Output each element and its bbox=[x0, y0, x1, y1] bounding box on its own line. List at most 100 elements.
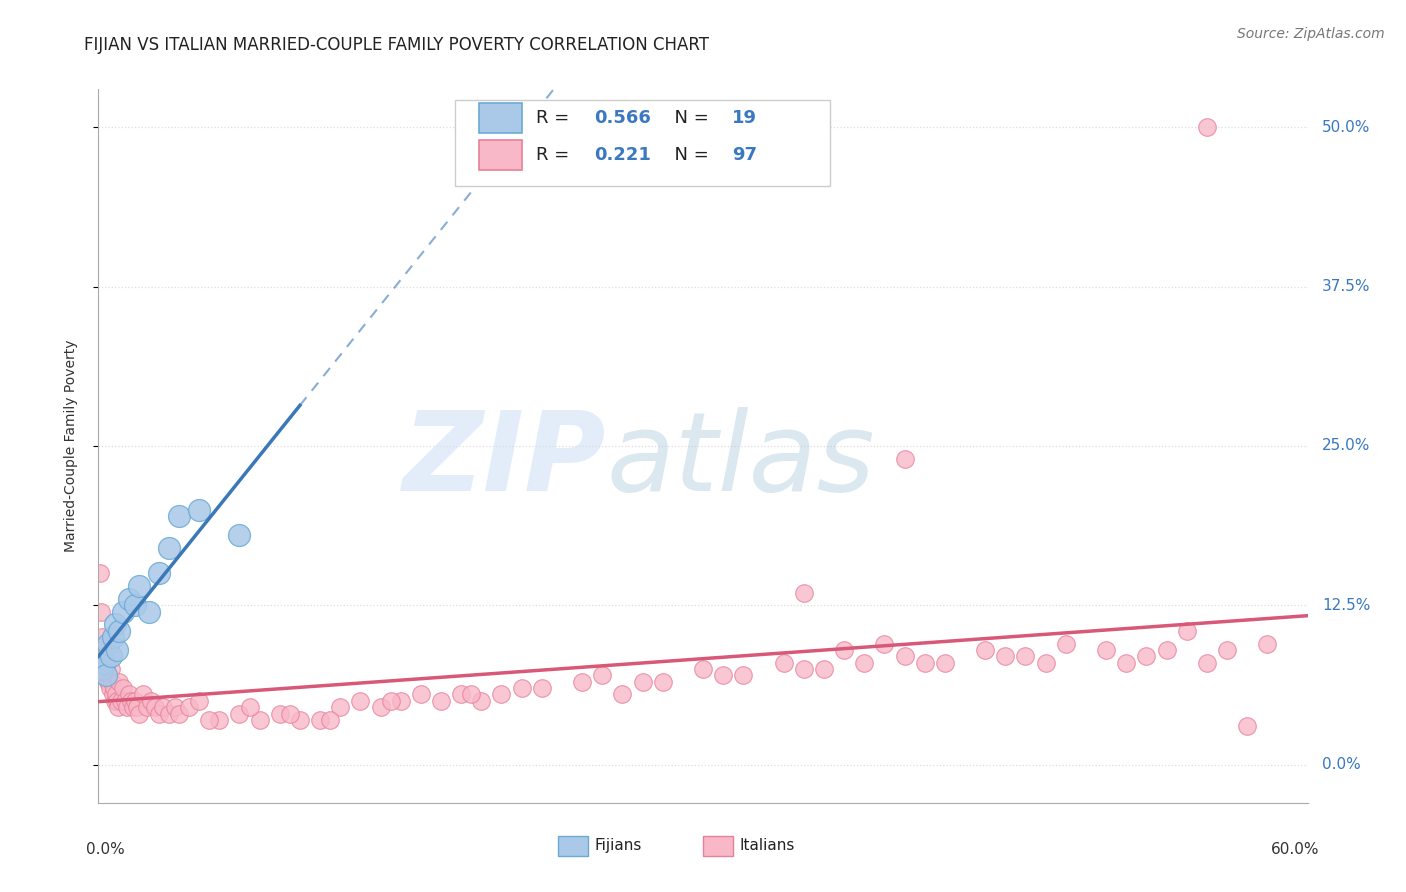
Point bbox=[370, 700, 392, 714]
Point bbox=[139, 694, 162, 708]
Text: 12.5%: 12.5% bbox=[1322, 598, 1371, 613]
Text: Italians: Italians bbox=[740, 838, 794, 853]
Point bbox=[269, 706, 291, 721]
Point bbox=[152, 700, 174, 714]
Point bbox=[208, 713, 231, 727]
Text: R =: R = bbox=[536, 146, 575, 164]
Text: 0.221: 0.221 bbox=[595, 146, 651, 164]
Point bbox=[470, 694, 492, 708]
Point bbox=[124, 694, 146, 708]
Point bbox=[103, 681, 125, 695]
Text: 50.0%: 50.0% bbox=[1322, 120, 1371, 135]
Text: 19: 19 bbox=[733, 110, 756, 128]
Point bbox=[1175, 624, 1198, 638]
Point bbox=[1095, 643, 1118, 657]
Point bbox=[832, 643, 855, 657]
Point bbox=[179, 700, 201, 714]
Point bbox=[651, 674, 673, 689]
Point bbox=[1035, 656, 1057, 670]
Point bbox=[100, 649, 122, 664]
Point bbox=[893, 451, 915, 466]
Text: 25.0%: 25.0% bbox=[1322, 439, 1371, 453]
Point bbox=[380, 694, 402, 708]
Text: ZIP: ZIP bbox=[402, 407, 606, 514]
Point bbox=[91, 630, 114, 644]
Point bbox=[163, 700, 186, 714]
Point bbox=[93, 656, 115, 670]
Point bbox=[188, 694, 211, 708]
Text: 0.0%: 0.0% bbox=[86, 842, 125, 857]
Point bbox=[107, 700, 129, 714]
Point bbox=[1135, 649, 1157, 664]
Point bbox=[309, 713, 332, 727]
Point bbox=[96, 668, 118, 682]
Point bbox=[793, 585, 815, 599]
Text: N =: N = bbox=[664, 146, 714, 164]
Point bbox=[1256, 636, 1278, 650]
Point bbox=[692, 662, 714, 676]
Point bbox=[93, 649, 115, 664]
Point bbox=[873, 636, 896, 650]
Point bbox=[491, 688, 513, 702]
Point bbox=[1195, 656, 1218, 670]
Bar bbox=[558, 837, 588, 856]
Point bbox=[813, 662, 835, 676]
Point bbox=[188, 502, 211, 516]
Point bbox=[107, 674, 129, 689]
Point bbox=[96, 662, 118, 676]
Point bbox=[1054, 636, 1077, 650]
Point bbox=[934, 656, 956, 670]
Point bbox=[148, 566, 170, 581]
Point bbox=[118, 688, 141, 702]
Point bbox=[793, 662, 815, 676]
Point bbox=[135, 700, 157, 714]
Point bbox=[105, 694, 128, 708]
Point bbox=[1156, 643, 1178, 657]
Point bbox=[100, 662, 122, 676]
Point bbox=[1236, 719, 1258, 733]
Bar bbox=[703, 837, 734, 856]
Point bbox=[853, 656, 876, 670]
Point bbox=[121, 700, 143, 714]
Text: N =: N = bbox=[664, 110, 714, 128]
Bar bbox=[479, 140, 522, 170]
Point bbox=[157, 706, 180, 721]
FancyBboxPatch shape bbox=[456, 100, 830, 186]
Point bbox=[1115, 656, 1137, 670]
Point bbox=[530, 681, 553, 695]
Point bbox=[101, 688, 124, 702]
Point bbox=[148, 706, 170, 721]
Text: Source: ZipAtlas.com: Source: ZipAtlas.com bbox=[1237, 27, 1385, 41]
Point bbox=[228, 528, 250, 542]
Point bbox=[110, 694, 132, 708]
Point bbox=[349, 694, 371, 708]
Point bbox=[157, 541, 180, 555]
Point bbox=[571, 674, 593, 689]
Point bbox=[167, 706, 190, 721]
Point bbox=[1216, 643, 1239, 657]
Point bbox=[97, 674, 120, 689]
Y-axis label: Married-Couple Family Poverty: Married-Couple Family Poverty bbox=[63, 340, 77, 552]
Point bbox=[103, 617, 125, 632]
Point bbox=[167, 509, 190, 524]
Point bbox=[103, 694, 125, 708]
Point bbox=[389, 694, 412, 708]
Point bbox=[120, 694, 142, 708]
Point bbox=[319, 713, 342, 727]
Point bbox=[631, 674, 654, 689]
Point bbox=[118, 591, 141, 606]
Point bbox=[94, 656, 117, 670]
Point bbox=[994, 649, 1017, 664]
Point bbox=[100, 674, 122, 689]
Point bbox=[733, 668, 755, 682]
Point bbox=[125, 700, 148, 714]
Point bbox=[96, 668, 118, 682]
Point bbox=[430, 694, 453, 708]
Point bbox=[124, 599, 146, 613]
Point bbox=[90, 605, 112, 619]
Point bbox=[914, 656, 936, 670]
Point bbox=[288, 713, 311, 727]
Point bbox=[249, 713, 271, 727]
Text: atlas: atlas bbox=[606, 407, 875, 514]
Text: 0.0%: 0.0% bbox=[1322, 757, 1361, 772]
